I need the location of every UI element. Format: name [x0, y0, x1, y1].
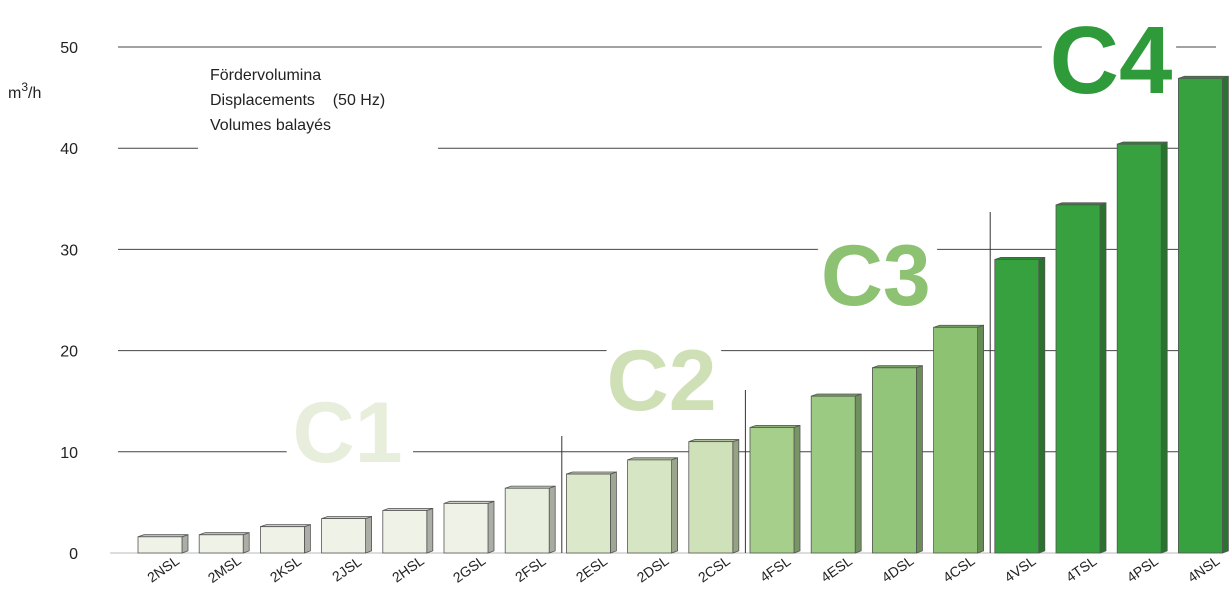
class-label-halo-C4: C4 — [1050, 7, 1173, 114]
bars — [137, 75, 1229, 554]
y-unit-label: m3/h — [8, 80, 41, 102]
bar-side — [671, 457, 678, 554]
bar-side — [732, 439, 740, 554]
bar-front — [1178, 77, 1223, 554]
bar-side — [303, 524, 311, 554]
y-tick-label: 50 — [60, 40, 78, 57]
bar-front — [198, 534, 244, 554]
bar-front — [321, 518, 367, 554]
bar-side — [977, 324, 984, 554]
bar-2ESL — [566, 471, 617, 554]
bar-front — [382, 510, 428, 554]
bar-4CSL — [933, 324, 984, 554]
x-tick-label-2GSL: 2GSL — [450, 552, 489, 586]
y-tick-label: 40 — [60, 141, 78, 158]
bar-side — [487, 500, 495, 554]
bar-2DSL — [627, 457, 678, 554]
x-tick-label-2FSL: 2FSL — [512, 553, 549, 585]
bar-4ESL — [810, 393, 862, 554]
bar-2GSL — [443, 500, 495, 554]
y-tick-label: 20 — [60, 344, 78, 361]
bar-side — [181, 534, 189, 554]
class-label-C3: C3 — [821, 228, 931, 324]
x-tick-label-2KSL: 2KSL — [267, 552, 304, 585]
bar-4NSL — [1178, 75, 1229, 554]
bar-2JSL — [321, 515, 373, 554]
bar-2MSL — [198, 532, 250, 554]
x-tick-label-4NSL: 4NSL — [1185, 552, 1223, 585]
class-label-C4: C4 — [1050, 7, 1173, 114]
bar-front — [994, 259, 1040, 554]
bar-2KSL — [259, 524, 311, 554]
y-tick-label: 30 — [60, 242, 78, 259]
bar-side — [610, 471, 617, 554]
class-separators — [561, 212, 991, 553]
bar-4TSL — [1055, 202, 1107, 554]
legend-line: Displacements (50 Hz) — [210, 92, 385, 109]
bar-side — [793, 424, 801, 554]
class-label-C2: C2 — [607, 333, 717, 429]
bar-front — [443, 503, 489, 554]
bar-4FSL — [749, 424, 801, 554]
bar-front — [688, 441, 734, 554]
bar-front — [810, 395, 856, 554]
bar-side — [365, 515, 373, 554]
y-tick-label: 10 — [60, 445, 78, 462]
legend-line: Volumes balayés — [210, 117, 331, 134]
class-label-C1: C1 — [293, 385, 403, 481]
bar-front — [1116, 143, 1162, 554]
bar-front — [137, 536, 183, 554]
x-tick-label-2JSL: 2JSL — [329, 553, 364, 585]
bar-front — [872, 367, 917, 554]
x-tick-label-4VSL: 4VSL — [1001, 552, 1038, 585]
x-tick-label-2DSL: 2DSL — [634, 552, 672, 585]
bar-4VSL — [994, 256, 1046, 554]
x-tick-label-2HSL: 2HSL — [389, 552, 427, 585]
bar-front — [566, 473, 611, 554]
bar-side — [916, 365, 923, 554]
bar-side — [242, 532, 250, 554]
bar-front — [627, 459, 672, 554]
bar-2HSL — [382, 507, 434, 554]
legend-line: Fördervolumina — [210, 67, 321, 84]
bar-2CSL — [688, 439, 740, 554]
bar-side — [1222, 75, 1229, 554]
legend-text: Fördervolumina Displacements (50 Hz) Volum… — [198, 58, 438, 158]
x-tick-label-4FSL: 4FSL — [757, 553, 794, 585]
bar-front — [933, 326, 978, 554]
class-label-halo-C2: C2 — [607, 333, 717, 429]
bar-front — [749, 427, 795, 554]
x-axis-labels: 2NSL 2MSL 2KSL 2JSL 2HSL 2GSL 2FSL 2ESL 2DSL 2CSL… — [144, 552, 1222, 586]
bar-4DSL — [872, 365, 923, 554]
y-tick-label: 0 — [69, 546, 78, 563]
x-tick-label-2NSL: 2NSL — [144, 552, 182, 585]
x-tick-label-4DSL: 4DSL — [879, 552, 917, 585]
bar-side — [1038, 256, 1046, 554]
x-tick-label-2ESL: 2ESL — [573, 552, 610, 585]
bar-front — [259, 526, 305, 554]
y-axis-ticks: 0 10 20 30 40 50 — [60, 40, 78, 563]
x-tick-label-2MSL: 2MSL — [205, 552, 244, 586]
x-tick-label-4ESL: 4ESL — [818, 552, 855, 585]
legend-backing — [198, 58, 438, 158]
bar-side — [548, 485, 556, 554]
bar-front — [504, 487, 550, 554]
class-label-halo-C1: C1 — [293, 385, 403, 481]
bar-side — [1099, 202, 1107, 554]
x-tick-label-4PSL: 4PSL — [1124, 552, 1161, 585]
bar-4PSL — [1116, 141, 1168, 554]
x-tick-label-2CSL: 2CSL — [695, 552, 733, 585]
bar-2NSL — [137, 534, 189, 554]
bar-side — [854, 393, 862, 554]
x-tick-label-4TSL: 4TSL — [1063, 553, 1100, 585]
bar-front — [1055, 204, 1101, 554]
x-tick-label-4CSL: 4CSL — [940, 552, 978, 585]
bar-side — [426, 507, 434, 554]
bar-side — [1160, 141, 1168, 554]
class-label-halo-C3: C3 — [821, 228, 931, 324]
bar-2FSL — [504, 485, 556, 554]
